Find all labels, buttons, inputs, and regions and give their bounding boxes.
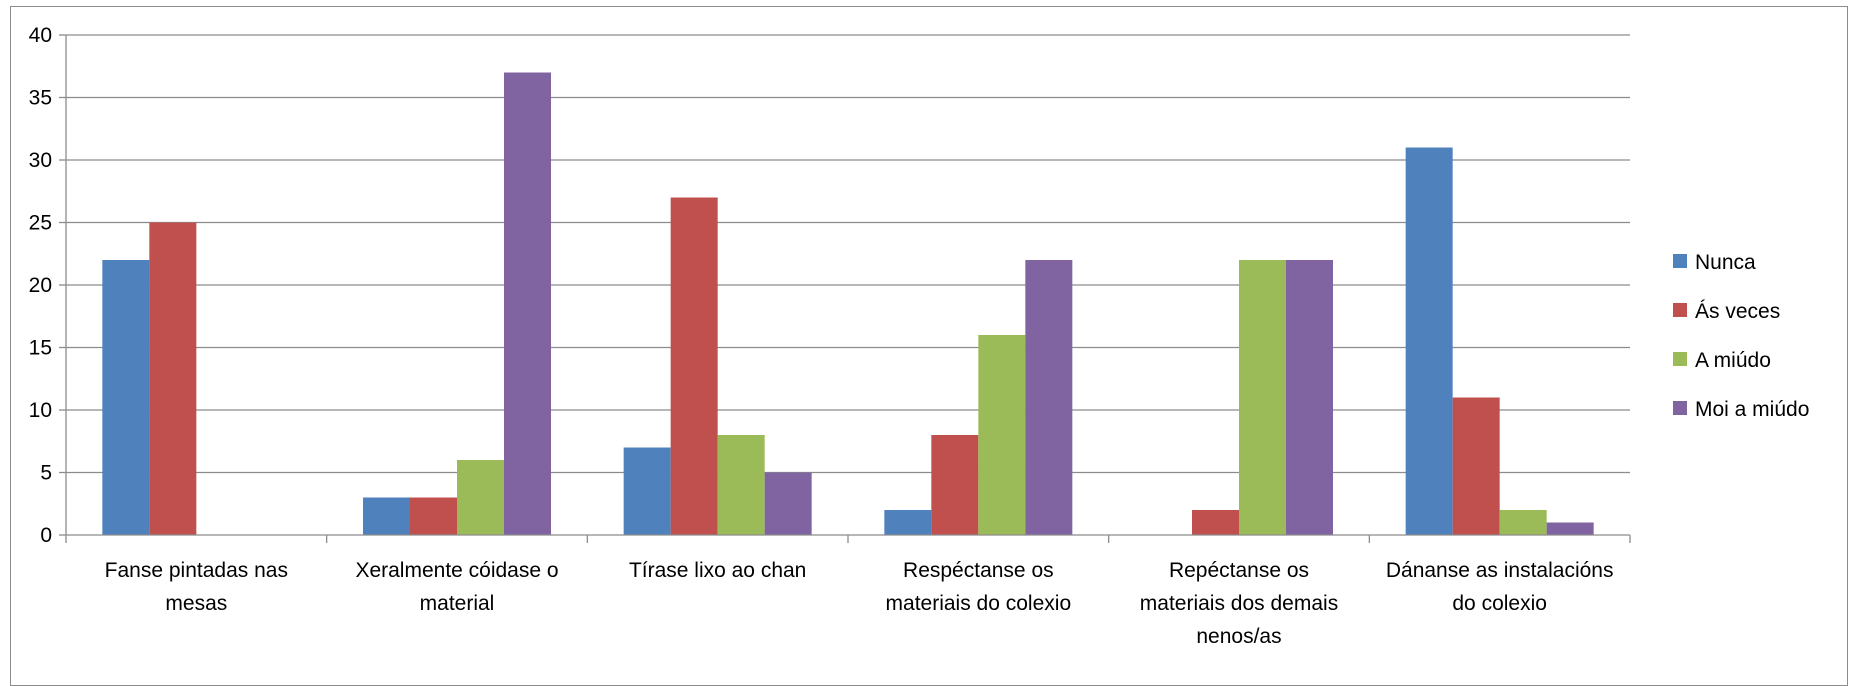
y-tick-label: 10: [29, 399, 52, 422]
chart-frame: [10, 6, 1848, 686]
x-category-label: Respéctanse os: [903, 559, 1054, 582]
x-category-label: Tírase lixo ao chan: [629, 559, 806, 582]
bar-moi-a-miúdo-5: [1546, 522, 1594, 535]
legend-swatch: [1673, 254, 1687, 268]
bar-a-miúdo-3: [978, 335, 1026, 535]
legend-label: A miúdo: [1695, 349, 1771, 372]
bar-ás-veces-3: [931, 435, 979, 535]
bar-moi-a-miúdo-4: [1286, 260, 1333, 535]
bar-ás-veces-4: [1192, 510, 1239, 535]
bar-a-miúdo-5: [1499, 510, 1547, 535]
y-tick-label: 35: [29, 87, 52, 110]
legend: Nunca Ás veces A miúdo Moi a miúdo: [1673, 251, 1809, 421]
bar-moi-a-miúdo-1: [504, 72, 551, 535]
x-category-label: nenos/as: [1196, 625, 1281, 648]
y-tick-label: 0: [40, 524, 52, 547]
y-tick-label: 40: [29, 24, 52, 47]
y-tick-label: 5: [40, 462, 52, 485]
bar-a-miúdo-2: [717, 435, 765, 535]
bar-ás-veces-0: [149, 222, 197, 535]
y-tick-label: 15: [29, 337, 52, 360]
bars: [102, 72, 1594, 535]
legend-swatch: [1673, 401, 1687, 415]
bar-nunca-5: [1405, 147, 1453, 535]
bar-ás-veces-2: [670, 197, 718, 535]
bar-ás-veces-1: [410, 497, 457, 535]
bar-nunca-3: [884, 510, 932, 535]
x-category-label: materiais do colexio: [886, 592, 1072, 615]
x-category-label: Fanse pintadas nas: [105, 559, 288, 582]
x-category-label: materiais dos demais: [1140, 592, 1338, 615]
y-tick-label: 20: [29, 274, 52, 297]
y-tick-label: 25: [29, 212, 52, 235]
axes: [59, 34, 1631, 543]
x-category-label: material: [420, 592, 495, 615]
x-category-label: Repéctanse os: [1169, 559, 1309, 582]
legend-label: Moi a miúdo: [1695, 398, 1809, 421]
bar-nunca-1: [363, 497, 410, 535]
labels: 0 5 10 15 20 25 30 35 40 Fanse pintadas nas mesas X…: [29, 24, 1614, 648]
bar-a-miúdo-4: [1239, 260, 1286, 535]
bar-a-miúdo-1: [457, 460, 504, 535]
bar-ás-veces-5: [1452, 397, 1500, 535]
legend-swatch: [1673, 303, 1687, 317]
x-category-label: Dánanse as instalacións: [1386, 559, 1614, 582]
y-tick-label: 30: [29, 149, 52, 172]
x-category-label: do colexio: [1452, 592, 1547, 615]
bar-nunca-0: [102, 260, 150, 535]
bar-chart: 0 5 10 15 20 25 30 35 40 Fanse pintadas nas mesas X…: [29, 24, 1810, 648]
legend-label: Nunca: [1695, 251, 1756, 274]
bar-moi-a-miúdo-3: [1025, 260, 1073, 535]
x-category-label: mesas: [165, 592, 227, 615]
legend-swatch: [1673, 352, 1687, 366]
x-category-label: Xeralmente cóidase o: [355, 559, 558, 582]
bar-nunca-2: [623, 447, 671, 535]
gridlines: [66, 34, 1630, 474]
legend-label: Ás veces: [1695, 300, 1780, 323]
bar-moi-a-miúdo-2: [764, 472, 812, 535]
